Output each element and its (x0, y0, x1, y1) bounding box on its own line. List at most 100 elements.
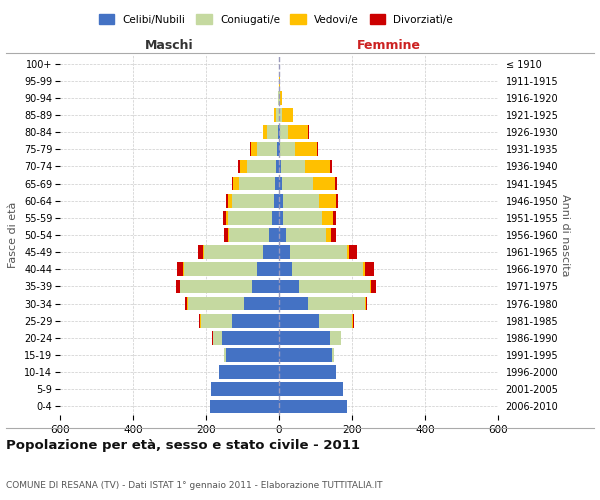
Bar (229, 228, 269, 242)
Bar (319, 194, 335, 207)
Bar (290, 246, 347, 259)
Bar (176, 280, 180, 293)
Bar (276, 108, 279, 122)
Bar (228, 211, 272, 224)
Bar (227, 228, 229, 242)
Bar (219, 366, 279, 379)
Bar (279, 262, 292, 276)
Bar (322, 211, 332, 224)
Bar (177, 262, 184, 276)
Bar (263, 246, 279, 259)
Bar (279, 331, 330, 344)
Bar (279, 314, 319, 328)
Bar (279, 296, 308, 310)
Bar (330, 160, 332, 173)
Bar (232, 194, 274, 207)
Bar (257, 262, 279, 276)
Bar (280, 126, 288, 139)
Bar (226, 348, 279, 362)
Bar (197, 246, 203, 259)
Bar (214, 331, 223, 344)
Bar (363, 262, 365, 276)
Bar (335, 194, 338, 207)
Bar (371, 280, 376, 293)
Bar (228, 194, 232, 207)
Bar (335, 176, 337, 190)
Bar (280, 91, 281, 104)
Bar (279, 211, 283, 224)
Bar (180, 280, 181, 293)
Bar (184, 262, 257, 276)
Bar (282, 108, 293, 122)
Bar (279, 91, 280, 104)
Bar (349, 246, 357, 259)
Bar (330, 331, 341, 344)
Bar (188, 296, 244, 310)
Bar (212, 331, 214, 344)
Bar (226, 194, 228, 207)
Bar (238, 160, 239, 173)
Bar (282, 176, 313, 190)
Bar (332, 348, 334, 362)
Legend: Celibi/Nubili, Coniugati/e, Vedovi/e, Divorziatì/e: Celibi/Nubili, Coniugati/e, Vedovi/e, Di… (95, 10, 457, 29)
Bar (299, 280, 370, 293)
Bar (279, 366, 335, 379)
Bar (224, 228, 227, 242)
Bar (263, 126, 268, 139)
Bar (275, 176, 279, 190)
Bar (305, 160, 330, 173)
Text: Popolazione per età, sesso e stato civile - 2011: Popolazione per età, sesso e stato civil… (6, 440, 360, 452)
Text: Femmine: Femmine (356, 38, 421, 52)
Bar (204, 246, 263, 259)
Bar (279, 108, 282, 122)
Bar (276, 160, 279, 173)
Bar (200, 314, 232, 328)
Bar (232, 176, 233, 190)
Bar (269, 228, 279, 242)
Bar (279, 228, 286, 242)
Bar (203, 246, 204, 259)
Bar (295, 142, 317, 156)
Bar (283, 211, 322, 224)
Bar (331, 228, 335, 242)
Bar (247, 160, 276, 173)
Bar (244, 296, 279, 310)
Bar (211, 382, 279, 396)
Bar (279, 176, 282, 190)
Bar (223, 211, 226, 224)
Bar (223, 331, 279, 344)
Bar (209, 400, 279, 413)
Bar (277, 142, 279, 156)
Bar (292, 262, 363, 276)
Bar (279, 382, 343, 396)
Bar (226, 211, 228, 224)
Bar (272, 211, 279, 224)
Bar (279, 194, 283, 207)
Bar (353, 314, 354, 328)
Bar (233, 176, 239, 190)
Text: COMUNE DI RESANA (TV) - Dati ISTAT 1° gennaio 2011 - Elaborazione TUTTITALIA.IT: COMUNE DI RESANA (TV) - Dati ISTAT 1° ge… (6, 481, 383, 490)
Bar (308, 296, 365, 310)
Bar (251, 142, 257, 156)
Bar (187, 296, 188, 310)
Bar (274, 194, 279, 207)
Bar (313, 176, 335, 190)
Bar (268, 126, 278, 139)
Bar (279, 160, 281, 173)
Bar (365, 296, 367, 310)
Bar (288, 126, 308, 139)
Bar (326, 228, 331, 242)
Y-axis label: Fasce di età: Fasce di età (8, 202, 19, 268)
Bar (279, 400, 347, 413)
Bar (199, 314, 200, 328)
Bar (286, 228, 326, 242)
Bar (283, 194, 319, 207)
Bar (181, 280, 251, 293)
Bar (319, 314, 352, 328)
Bar (239, 160, 247, 173)
Bar (224, 348, 226, 362)
Bar (352, 314, 353, 328)
Bar (274, 108, 276, 122)
Bar (370, 280, 371, 293)
Bar (279, 126, 280, 139)
